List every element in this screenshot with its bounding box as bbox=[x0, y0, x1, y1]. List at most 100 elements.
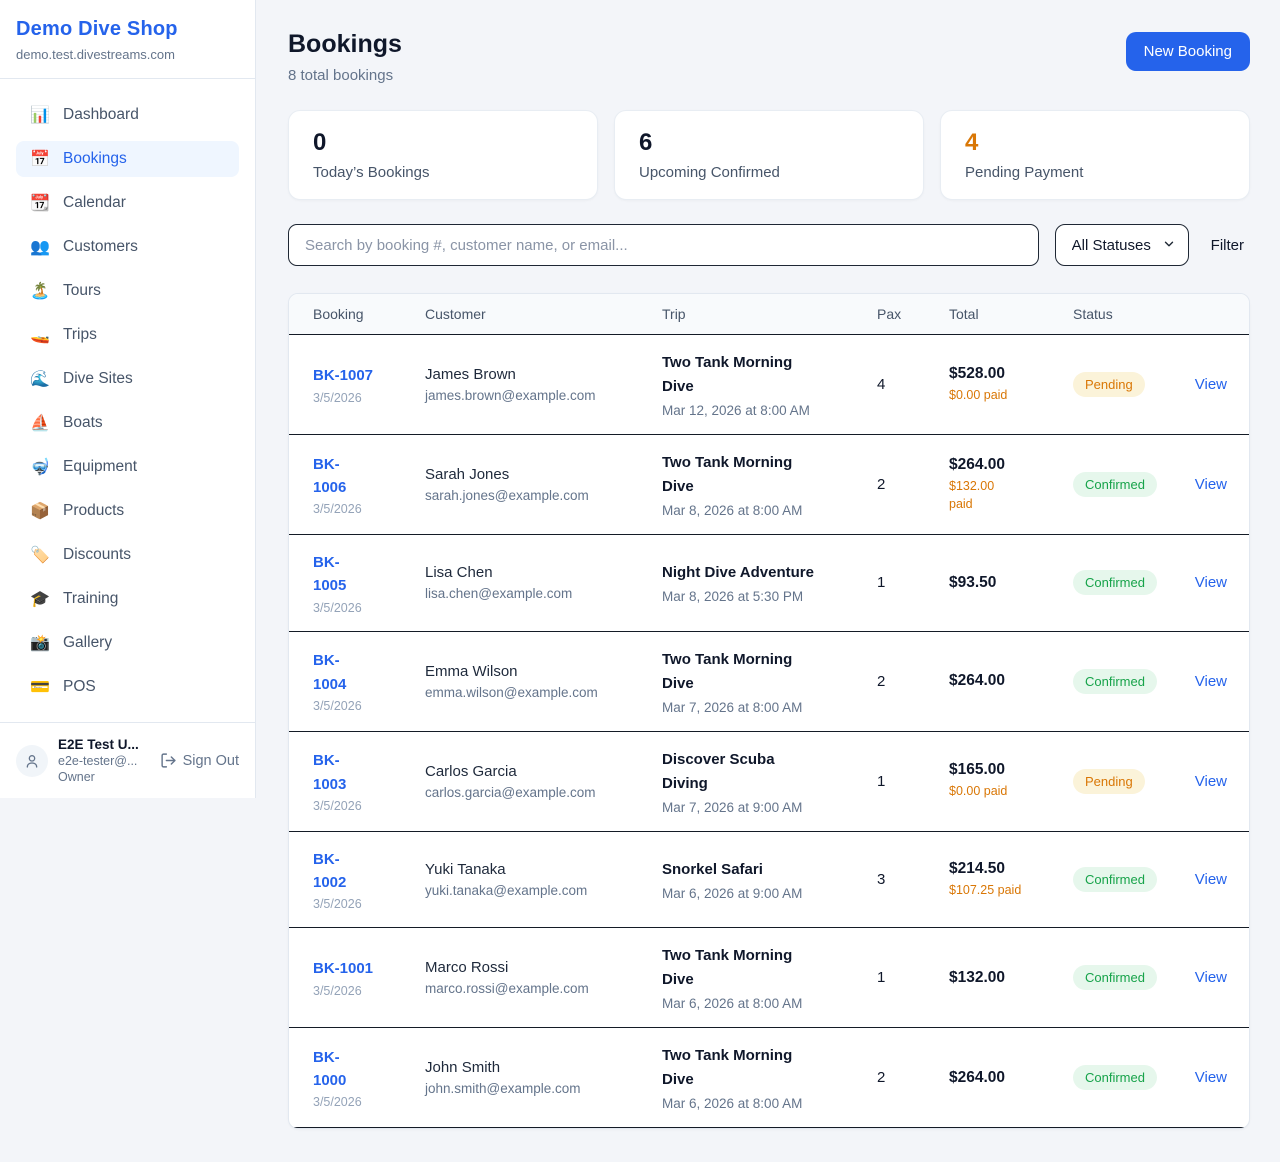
brand: Demo Dive Shop demo.test.divestreams.com bbox=[0, 0, 255, 79]
status-badge: Confirmed bbox=[1073, 1065, 1157, 1090]
booking-link[interactable]: BK-1001 bbox=[313, 960, 374, 978]
sidebar-item-calendar[interactable]: 📆 Calendar bbox=[16, 185, 239, 221]
nav-item-icon: 📦 bbox=[30, 503, 50, 520]
brand-domain: demo.test.divestreams.com bbox=[16, 47, 175, 62]
trip-name: Two Tank Morning Dive bbox=[662, 650, 793, 692]
customer-email: sarah.jones@example.com bbox=[425, 488, 589, 503]
sidebar-item-gallery[interactable]: 📸 Gallery bbox=[16, 625, 239, 661]
logout-icon bbox=[160, 753, 176, 768]
booking-date: 3/5/2026 bbox=[313, 798, 362, 813]
sidebar-item-customers[interactable]: 👥 Customers bbox=[16, 229, 239, 265]
status-badge: Confirmed bbox=[1073, 965, 1157, 990]
stat-value: 0 bbox=[313, 129, 327, 156]
view-link[interactable]: View bbox=[1194, 376, 1227, 393]
nav-item-label: POS bbox=[63, 678, 96, 695]
customer-name: Sarah Jones bbox=[425, 466, 510, 483]
nav-item-label: Dashboard bbox=[63, 106, 139, 123]
booking-link[interactable]: BK-1007 bbox=[313, 367, 374, 385]
booking-link[interactable]: BK- 1002 bbox=[313, 850, 347, 891]
total-amount: $264.00 bbox=[949, 456, 1006, 473]
sidebar-item-discounts[interactable]: 🏷️ Discounts bbox=[16, 537, 239, 573]
trip-name: Two Tank Morning Dive bbox=[662, 454, 793, 495]
search-input[interactable] bbox=[288, 224, 1039, 266]
main-content: Bookings 8 total bookings New Booking 0 … bbox=[256, 0, 1280, 1162]
new-booking-button[interactable]: New Booking bbox=[1125, 32, 1250, 71]
sidebar-item-dashboard[interactable]: 📊 Dashboard bbox=[16, 97, 239, 133]
pax-count: 2 bbox=[877, 672, 886, 690]
status-badge: Confirmed bbox=[1073, 866, 1157, 892]
view-link[interactable]: View bbox=[1194, 476, 1227, 493]
view-link[interactable]: View bbox=[1194, 672, 1227, 690]
customer-name: Emma Wilson bbox=[425, 662, 518, 680]
sidebar-item-products[interactable]: 📦 Products bbox=[16, 493, 239, 529]
trip-datetime: Mar 8, 2026 at 8:00 AM bbox=[662, 503, 803, 518]
customer-name: Carlos Garcia bbox=[425, 762, 517, 780]
sign-out-button[interactable]: Sign Out bbox=[160, 752, 239, 769]
booking-link[interactable]: BK- 1006 bbox=[313, 455, 347, 496]
booking-link[interactable]: BK- 1003 bbox=[313, 752, 347, 793]
status-filter-select[interactable]: All Statuses bbox=[1054, 224, 1189, 266]
view-link[interactable]: View bbox=[1194, 574, 1227, 592]
customer-name: Yuki Tanaka bbox=[425, 860, 506, 878]
table-row: BK- 1006 3/5/2026 Sarah Jones sarah.jones… bbox=[289, 435, 1249, 535]
person-icon bbox=[26, 754, 38, 768]
total-amount: $264.00 bbox=[949, 672, 1006, 689]
view-link[interactable]: View bbox=[1194, 772, 1227, 790]
nav-item-label: Products bbox=[63, 502, 125, 519]
pax-count: 2 bbox=[877, 1069, 886, 1086]
customer-email: marco.rossi@example.com bbox=[425, 981, 589, 996]
total-amount: $264.00 bbox=[949, 1068, 1006, 1086]
booking-date: 3/5/2026 bbox=[313, 897, 362, 911]
user-name: E2E Test U... bbox=[58, 737, 139, 752]
nav-item-label: Tours bbox=[63, 282, 101, 299]
stats-row: 0 Today’s Bookings 6 Upcoming Confirmed … bbox=[288, 110, 1250, 200]
nav-item-label: Dive Sites bbox=[63, 370, 133, 387]
sidebar-item-training[interactable]: 🎓 Training bbox=[16, 581, 239, 617]
stat-card-upcoming-confirmed: 6 Upcoming Confirmed bbox=[614, 110, 924, 200]
view-link[interactable]: View bbox=[1194, 870, 1227, 888]
booking-link[interactable]: BK- 1005 bbox=[313, 554, 347, 595]
avatar bbox=[16, 744, 48, 777]
trip-datetime: Mar 7, 2026 at 9:00 AM bbox=[662, 799, 803, 815]
stat-label: Today’s Bookings bbox=[313, 164, 430, 181]
nav-item-icon: 📆 bbox=[30, 195, 50, 212]
filter-button[interactable]: Filter bbox=[1210, 236, 1244, 254]
trip-datetime: Mar 7, 2026 at 8:00 AM bbox=[662, 699, 803, 715]
trip-name: Two Tank Morning Dive bbox=[662, 947, 793, 988]
total-amount: $93.50 bbox=[949, 573, 997, 591]
sidebar-item-bookings[interactable]: 📅 Bookings bbox=[16, 141, 239, 177]
table-row: BK- 1003 3/5/2026 Carlos Garcia carlos.ga… bbox=[289, 731, 1249, 831]
stat-label: Pending Payment bbox=[965, 164, 1084, 181]
customer-name: John Smith bbox=[425, 1059, 501, 1076]
status-badge: Confirmed bbox=[1073, 472, 1157, 497]
pax-count: 1 bbox=[877, 969, 886, 986]
sign-out-label: Sign Out bbox=[182, 752, 239, 769]
sidebar-item-equipment[interactable]: 🤿 Equipment bbox=[16, 449, 239, 485]
trip-datetime: Mar 6, 2026 at 9:00 AM bbox=[662, 885, 803, 901]
stat-value: 6 bbox=[639, 129, 653, 156]
booking-link[interactable]: BK- 1000 bbox=[313, 1048, 347, 1089]
customer-name: James Brown bbox=[425, 366, 516, 383]
pax-count: 4 bbox=[877, 376, 886, 393]
customer-email: john.smith@example.com bbox=[425, 1081, 581, 1096]
customer-email: yuki.tanaka@example.com bbox=[425, 882, 588, 898]
sidebar-item-pos[interactable]: 💳 POS bbox=[16, 669, 239, 705]
trip-datetime: Mar 6, 2026 at 8:00 AM bbox=[662, 996, 803, 1011]
sidebar-item-dive-sites[interactable]: 🌊 Dive Sites bbox=[16, 361, 239, 397]
sidebar-item-tours[interactable]: 🏝️ Tours bbox=[16, 273, 239, 309]
view-link[interactable]: View bbox=[1194, 969, 1227, 986]
view-link[interactable]: View bbox=[1194, 1069, 1227, 1086]
col-header-status: Status bbox=[1073, 294, 1191, 335]
nav-item-icon: 🤿 bbox=[30, 459, 50, 476]
nav-item-icon: 📊 bbox=[30, 107, 50, 124]
nav-item-icon: 💳 bbox=[30, 679, 50, 696]
booking-link[interactable]: BK- 1004 bbox=[313, 652, 347, 693]
paid-amount: $132.00 paid bbox=[949, 479, 995, 511]
trip-name: Discover Scuba Diving bbox=[662, 750, 775, 792]
nav-item-label: Trips bbox=[63, 326, 97, 343]
sidebar-item-trips[interactable]: 🚤 Trips bbox=[16, 317, 239, 353]
table-header-row: Booking Customer Trip Pax Total Status bbox=[289, 294, 1249, 335]
trip-name: Two Tank Morning Dive bbox=[662, 354, 793, 395]
trip-name: Two Tank Morning Dive bbox=[662, 1047, 793, 1088]
sidebar-item-boats[interactable]: ⛵ Boats bbox=[16, 405, 239, 441]
